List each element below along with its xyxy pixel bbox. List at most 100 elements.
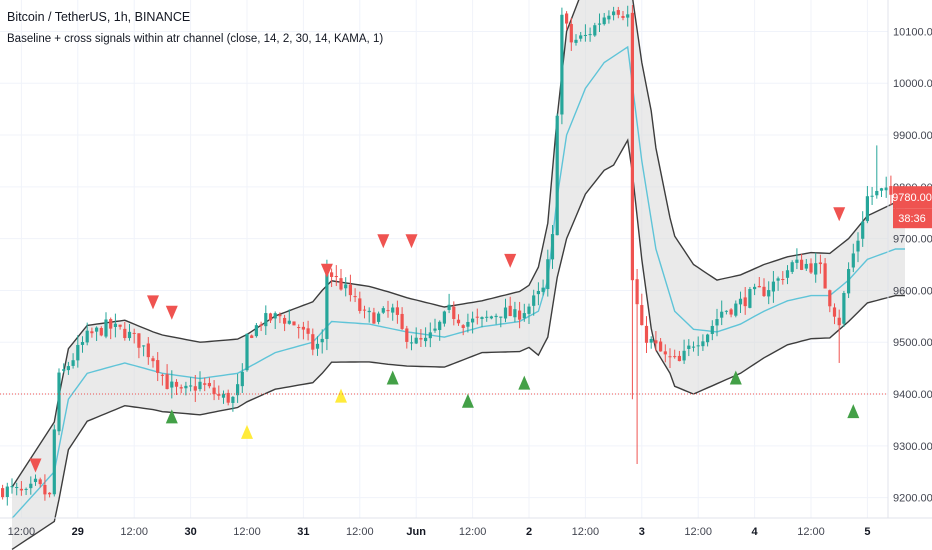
candle-body xyxy=(546,259,550,290)
candle-body xyxy=(494,315,498,318)
candle-body xyxy=(738,298,743,305)
candle-body xyxy=(696,345,700,347)
candle-body xyxy=(132,332,136,334)
candle-body xyxy=(409,342,414,344)
time-tick-label: 12:00 xyxy=(459,526,487,538)
candle-body xyxy=(687,345,691,349)
buy-signal-marker xyxy=(386,370,399,385)
time-tick-label: 12:00 xyxy=(684,526,712,538)
candle-body xyxy=(29,483,33,489)
chart-legend: Bitcoin / TetherUS, 1h, BINANCE Baseline… xyxy=(7,10,383,45)
candle-body xyxy=(579,35,583,39)
candle-body xyxy=(828,290,832,307)
candle-body xyxy=(767,290,771,297)
candle-body xyxy=(52,429,56,495)
candle-body xyxy=(795,259,799,263)
candle-body xyxy=(311,334,315,350)
candle-body xyxy=(165,374,169,390)
candle-body xyxy=(250,335,254,338)
candle-body xyxy=(471,318,475,323)
symbol-title[interactable]: Bitcoin / TetherUS, 1h, BINANCE xyxy=(7,10,190,24)
candle-body xyxy=(536,290,540,295)
candle-body xyxy=(743,297,747,307)
candle-body xyxy=(372,312,376,324)
candle-body xyxy=(127,331,132,339)
buy-signal-marker xyxy=(518,375,531,390)
candle-body xyxy=(776,278,780,281)
candle-body xyxy=(865,196,869,222)
time-tick-label: 12:00 xyxy=(797,526,825,538)
bar-countdown-label: 38:36 xyxy=(898,213,926,225)
channel-upper-line xyxy=(11,0,905,488)
candle-body xyxy=(818,262,822,265)
candle-body xyxy=(790,262,794,272)
candle-body xyxy=(353,296,357,298)
candle-body xyxy=(550,234,555,260)
time-tick-label: 12:00 xyxy=(8,526,36,538)
candle-body xyxy=(226,392,230,403)
candle-body xyxy=(118,324,122,327)
candle-body xyxy=(358,298,362,311)
candle-body xyxy=(287,320,291,324)
candle-body xyxy=(315,343,320,349)
candle-body xyxy=(513,309,517,318)
time-tick-label: 30 xyxy=(184,526,196,538)
candle-body xyxy=(635,279,639,305)
price-tick-label: 9700.00 xyxy=(893,234,932,246)
candle-body xyxy=(428,332,432,339)
candle-body xyxy=(301,326,305,330)
price-tick-label: 9400.00 xyxy=(893,389,932,401)
time-tick-label: 12:00 xyxy=(120,526,148,538)
candle-body xyxy=(456,319,461,324)
candle-body xyxy=(842,292,846,324)
time-tick-label: 12:00 xyxy=(233,526,261,538)
candle-body xyxy=(532,295,536,306)
price-axis[interactable]: 10100.0010000.009900.009800.009700.00960… xyxy=(887,0,932,518)
candle-body xyxy=(90,331,94,334)
price-tick-label: 10100.00 xyxy=(893,26,932,38)
candle-body xyxy=(748,289,752,308)
candle-body xyxy=(76,344,80,361)
candle-body xyxy=(734,303,738,316)
candle-body xyxy=(104,319,108,337)
candle-body xyxy=(66,366,70,371)
candle-body xyxy=(24,488,28,490)
price-tick-label: 10000.00 xyxy=(893,78,932,90)
price-tick-label: 9600.00 xyxy=(893,285,932,297)
candle-body xyxy=(560,14,564,115)
candle-body xyxy=(785,270,790,278)
candle-body xyxy=(800,259,804,270)
candle-body xyxy=(245,333,249,371)
candle-body xyxy=(19,488,23,491)
baseline-line xyxy=(11,45,905,519)
candle-body xyxy=(57,372,61,432)
candle-body xyxy=(10,486,14,488)
candle-body xyxy=(339,278,343,290)
candle-body xyxy=(837,317,841,326)
price-tick-label: 9500.00 xyxy=(893,337,932,349)
candle-body xyxy=(400,313,404,329)
candle-body xyxy=(602,17,606,25)
candle-body xyxy=(283,317,287,324)
candle-body xyxy=(367,310,371,313)
candle-body xyxy=(320,338,324,343)
indicator-title[interactable]: Baseline + cross signals within atr chan… xyxy=(7,33,383,45)
sell-signal-marker xyxy=(165,305,178,320)
candle-body xyxy=(856,240,860,252)
time-tick-label: 31 xyxy=(297,526,309,538)
time-tick-label: Jun xyxy=(406,526,426,538)
candle-body xyxy=(715,319,719,326)
candle-body xyxy=(240,371,244,387)
candle-body xyxy=(278,314,282,317)
buy-signal-marker xyxy=(847,404,860,419)
candle-body xyxy=(170,381,174,388)
candle-body xyxy=(489,316,493,319)
time-axis[interactable]: 12:00 29 12:00 30 12:00 31 12:00 Jun 12:00 2 12:00… xyxy=(0,517,932,538)
candle-body xyxy=(569,24,573,43)
candle-body xyxy=(48,492,52,495)
candle-body xyxy=(0,488,5,498)
candle-body xyxy=(193,386,197,391)
candle-body xyxy=(395,307,399,315)
candle-body xyxy=(616,10,620,15)
